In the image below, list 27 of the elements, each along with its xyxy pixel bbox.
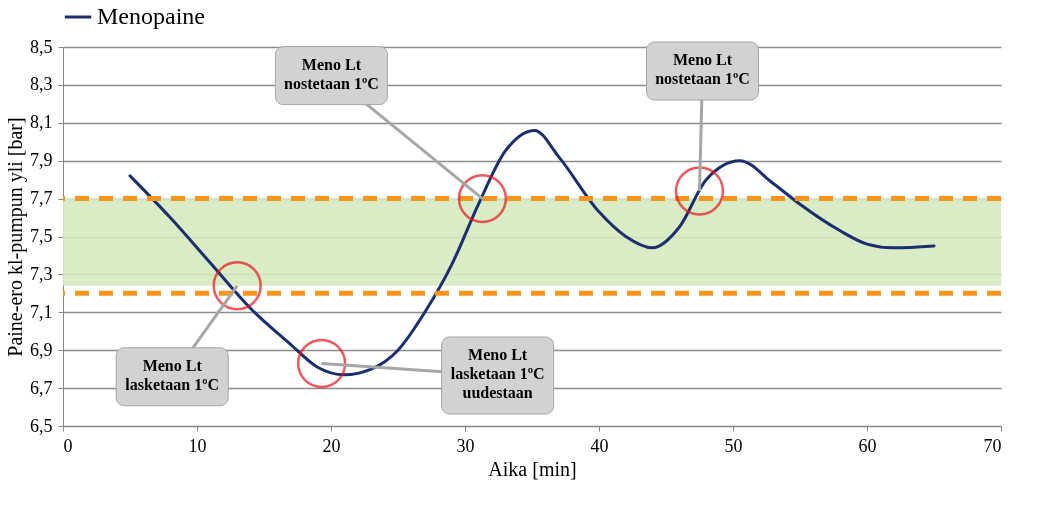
x-tick-label: 70: [983, 435, 1002, 456]
x-tick-label: 10: [188, 435, 207, 456]
x-tick-label: 20: [322, 435, 341, 456]
x-tick-label: 50: [724, 435, 743, 456]
annotation: Meno Lt lasketaan 1ºC: [125, 356, 220, 393]
y-tick-label: 7,9: [30, 150, 53, 171]
y-tick-label: 8,1: [30, 112, 53, 133]
y-tick-label: 7,1: [30, 301, 53, 322]
y-axis-title: Paine-ero kl-pumpun yli [bar]: [4, 117, 27, 357]
y-tick-label: 7,7: [30, 188, 53, 209]
annotation: Meno Lt lasketaan 1ºC uudestaan: [450, 345, 545, 401]
annotation: Meno Lt nostetaan 1ºC: [655, 51, 750, 88]
annotation: Meno Lt nostetaan 1ºC: [284, 55, 379, 92]
x-tick-label: 60: [858, 435, 877, 456]
x-tick-label: 0: [63, 435, 73, 456]
y-tick-label: 6,7: [30, 377, 53, 398]
line-series: [128, 128, 936, 377]
y-tick-label: 6,9: [30, 339, 53, 360]
y-tick-label: 6,5: [30, 415, 53, 436]
x-tick-label: 40: [590, 435, 609, 456]
y-tick-label: 8,3: [30, 74, 53, 95]
x-tick-label: 30: [456, 435, 475, 456]
legend-label: Menopaine: [97, 3, 205, 29]
y-tick-label: 7,5: [30, 226, 53, 246]
y-tick-label: 8,5: [30, 36, 53, 57]
y-tick-label: 7,3: [30, 263, 53, 284]
x-axis-title: Aika [min]: [488, 457, 577, 480]
